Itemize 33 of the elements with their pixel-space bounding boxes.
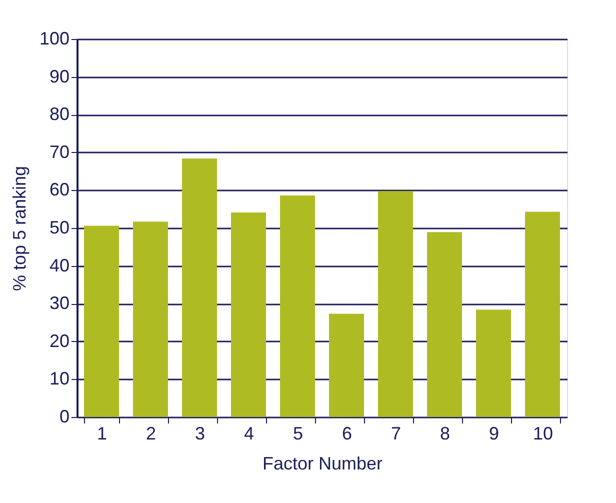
bar: [427, 232, 462, 417]
y-tick-label: 80: [49, 104, 70, 124]
y-tick-label: 70: [49, 142, 70, 162]
bar: [329, 314, 364, 417]
bar: [182, 158, 217, 417]
x-tick-label: 7: [390, 424, 402, 444]
x-axis-title: Factor Number: [262, 454, 383, 474]
y-tick-label: 50: [49, 218, 70, 238]
x-tick-label: 9: [488, 424, 500, 444]
y-tick-label: 40: [49, 255, 70, 276]
y-tick-label: 60: [49, 180, 70, 200]
y-tick-label: 10: [49, 368, 70, 389]
bar: [525, 212, 560, 417]
x-tick-label: 3: [194, 424, 206, 444]
y-tick-label: 100: [39, 28, 70, 48]
y-tick-label: 90: [49, 66, 70, 86]
bar: [231, 212, 266, 417]
x-tick-label: 8: [440, 424, 450, 444]
bar: [133, 222, 168, 417]
x-tick-label: 4: [244, 424, 254, 444]
y-tick-label: 20: [49, 330, 70, 351]
x-tick-label: 5: [292, 424, 304, 444]
x-tick-label: 2: [146, 424, 156, 444]
y-tick-label: 30: [49, 293, 70, 314]
x-tick-label: 6: [342, 424, 352, 444]
bar: [280, 195, 315, 417]
y-axis-title: % top 5 ranking: [9, 166, 30, 292]
y-tick-label: 0: [59, 406, 70, 426]
bar: [378, 190, 413, 417]
x-tick-label: 10: [532, 424, 554, 444]
bar: [84, 226, 119, 417]
x-tick-label: 1: [96, 424, 108, 444]
bar: [476, 310, 511, 417]
